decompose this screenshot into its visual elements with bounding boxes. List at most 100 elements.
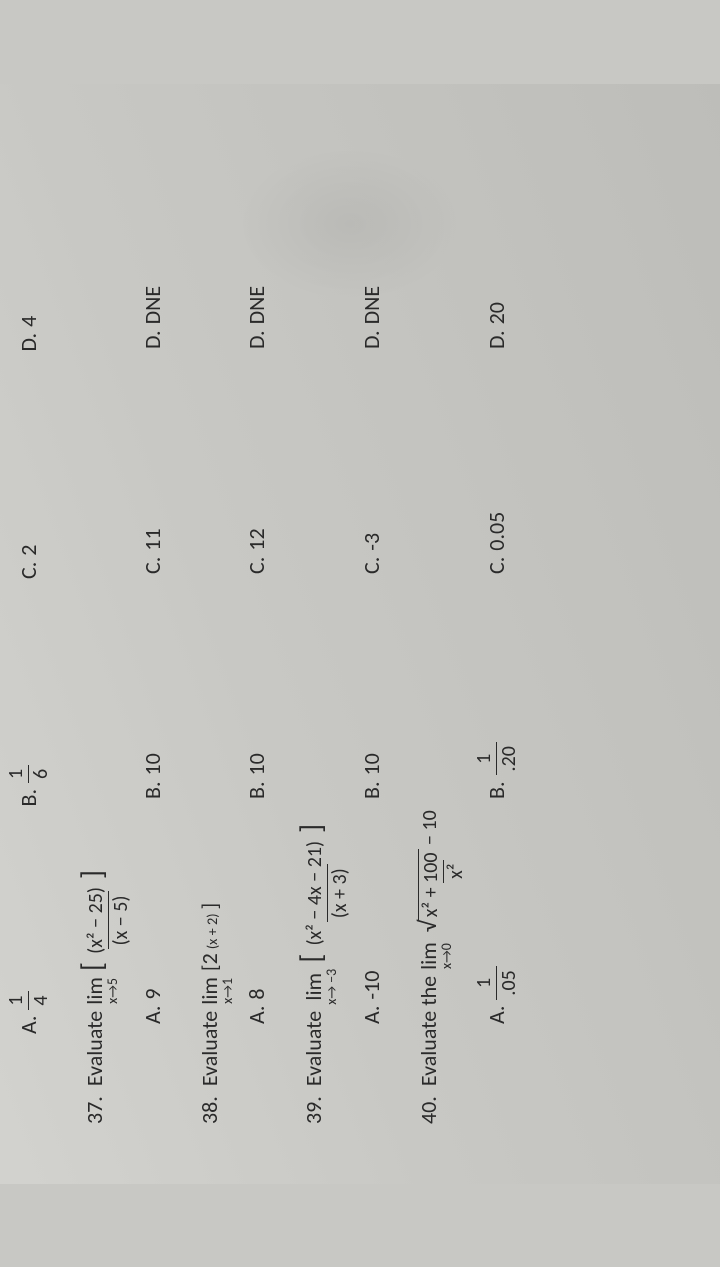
choice-a: A. 9 <box>139 799 166 1024</box>
choice-value: -10 <box>358 970 385 999</box>
choice-c: C. 0.05 <box>474 349 519 574</box>
question-40-choices: A. 1 .05 B. 1 .20 C. 0.05 D. 20 <box>474 124 519 1124</box>
question-39: 39. Evaluate lim x→ −3 [ (x² − 4x − 21) … <box>300 124 385 1124</box>
lim-sub: x→1 <box>221 977 235 1003</box>
choice-value: 10 <box>243 753 270 775</box>
choice-frac: 1 .20 <box>474 742 519 775</box>
frac-bot: .05 <box>496 966 519 999</box>
frac-top: (x² − 25) <box>86 883 108 958</box>
limit-expr: lim x→0 <box>418 942 454 970</box>
limit-frac: (x² − 25) (x − 5) <box>86 883 131 958</box>
frac-bot: (x + 3) <box>327 864 350 922</box>
question-number: 40. <box>415 1096 442 1124</box>
choice-letter: C. <box>483 556 510 573</box>
radical-icon: √ <box>418 920 440 932</box>
choice-letter: A. <box>358 1005 385 1023</box>
choice-frac: 1 6 <box>6 764 51 782</box>
choice-value: 9 <box>139 988 166 999</box>
choice-d: D. 20 <box>474 124 519 349</box>
question-38: 38. Evaluate lim x→1 [2 (x + 2)] A. 8 B. … <box>196 124 270 1124</box>
lim-sub: x→ −3 <box>325 968 339 1004</box>
frac-top: 1 <box>6 764 28 782</box>
choice-letter: A. <box>15 1015 42 1033</box>
lim-top: lim <box>418 942 440 970</box>
choice-letter: D. <box>243 330 270 349</box>
choice-value: 10 <box>358 753 385 775</box>
choice-letter: A. <box>139 1005 166 1023</box>
question-40: 40. Evaluate the lim x→0 √ x² + 100 − 10… <box>415 124 519 1124</box>
choice-letter: B. <box>483 781 510 799</box>
limit-expr: lim x→ −3 <box>303 968 339 1004</box>
question-39-choices: A. -10 B. 10 C. -3 D. DNE <box>358 124 385 1124</box>
choice-value: 20 <box>483 302 510 324</box>
choice-d: D. DNE <box>243 124 270 349</box>
question-text: Evaluate <box>81 1010 108 1085</box>
choice-c: C. 11 <box>139 349 166 574</box>
choice-letter: D. <box>358 330 385 349</box>
frac-bot: 4 <box>28 991 51 1009</box>
question-37-stem: 37. Evaluate lim x→5 [ (x² − 25) (x − 5)… <box>81 124 131 1124</box>
choice-letter: D. <box>15 332 42 351</box>
question-text: Evaluate <box>300 1010 327 1085</box>
choice-letter: A. <box>483 1005 510 1023</box>
choice-letter: D. <box>139 330 166 349</box>
frac-bot: .20 <box>496 742 519 775</box>
lim-sub: x→5 <box>106 977 120 1003</box>
choice-letter: C. <box>358 556 385 573</box>
choice-letter: C. <box>139 556 166 573</box>
choice-value: -3 <box>358 532 385 550</box>
question-number: 39. <box>300 1096 327 1124</box>
choice-a: A. 8 <box>243 799 270 1024</box>
choice-b: B. 1 6 <box>6 579 51 807</box>
lim-top: lim <box>84 977 106 1005</box>
choice-c: C. -3 <box>358 349 385 574</box>
question-text: Evaluate <box>196 1010 223 1085</box>
choice-value: DNE <box>243 285 270 323</box>
choice-c: C. 12 <box>243 349 270 574</box>
choice-letter: B. <box>15 788 42 806</box>
limit-frac: √ x² + 100 − 10 x² <box>418 806 466 936</box>
lim-sub: x→0 <box>440 943 454 969</box>
choice-value: 2 <box>15 544 42 555</box>
choice-value: DNE <box>139 285 166 323</box>
question-39-stem: 39. Evaluate lim x→ −3 [ (x² − 4x − 21) … <box>300 124 350 1124</box>
choice-b: B. 10 <box>358 574 385 799</box>
choice-letter: D. <box>483 330 510 349</box>
lim-top: lim <box>303 972 325 1000</box>
exponent: (x + 2) <box>203 913 221 949</box>
choice-value: 12 <box>243 528 270 550</box>
choice-a: A. 1 .05 <box>474 799 519 1024</box>
choice-value: DNE <box>358 285 385 323</box>
choice-letter: C. <box>15 561 42 578</box>
question-38-stem: 38. Evaluate lim x→1 [2 (x + 2)] <box>196 124 235 1124</box>
choice-frac: 1 .05 <box>474 966 519 999</box>
choice-a: A. 1 4 <box>6 806 51 1034</box>
choice-frac: 1 4 <box>6 991 51 1009</box>
choice-letter: B. <box>358 781 385 799</box>
num-tail: − 10 <box>418 810 442 849</box>
expr-right: ] <box>196 902 223 909</box>
choice-c: C. 2 <box>6 351 51 579</box>
choice-b: B. 10 <box>139 574 166 799</box>
question-number: 38. <box>196 1096 223 1124</box>
choice-b: B. 10 <box>243 574 270 799</box>
question-text: Evaluate the <box>415 975 442 1085</box>
choice-letter: B. <box>243 781 270 799</box>
question-36-choices: A. 1 4 B. 1 6 C. 2 D. 4 <box>6 124 51 1124</box>
limit-frac: (x² − 4x − 21) (x + 3) <box>305 836 350 949</box>
frac-top: 1 <box>6 991 28 1009</box>
choice-letter: B. <box>139 781 166 799</box>
question-number: 37. <box>81 1096 108 1124</box>
choice-d: D. 4 <box>6 124 51 352</box>
expr-left: [2 <box>196 953 223 971</box>
lim-top: lim <box>199 977 221 1005</box>
sqrt-body: x² + 100 <box>418 849 441 920</box>
choice-d: D. DNE <box>139 124 166 349</box>
choice-b: B. 1 .20 <box>474 574 519 799</box>
question-36: 36. Compute f '(1) with the given functi… <box>0 124 51 1124</box>
sqrt-expr: √ x² + 100 <box>418 849 441 932</box>
choice-letter: A. <box>243 1005 270 1023</box>
question-38-choices: A. 8 B. 10 C. 12 D. DNE <box>243 124 270 1124</box>
choice-d: D. DNE <box>358 124 385 349</box>
frac-top: 1 <box>474 749 496 767</box>
